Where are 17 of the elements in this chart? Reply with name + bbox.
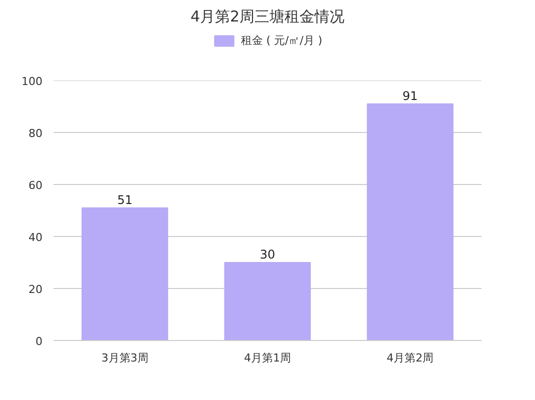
bar (224, 262, 311, 340)
data-label: 51 (117, 192, 132, 207)
x-tick-label: 4月第2周 (386, 352, 434, 364)
x-tick-label: 4月第1周 (244, 352, 291, 364)
y-tick-label: 60 (28, 179, 43, 192)
bar (366, 103, 454, 340)
y-tick-label: 40 (28, 231, 43, 244)
data-label: 91 (402, 88, 418, 103)
y-tick-label: 100 (22, 75, 43, 88)
bar (82, 207, 168, 340)
legend-label: 租金 ( 元/㎡/月 ) (240, 33, 322, 48)
x-tick-label: 3月第3周 (101, 352, 148, 364)
data-label: 30 (260, 248, 276, 262)
y-tick-label: 20 (28, 283, 43, 296)
chart-title: 4月第2周三塘租金情况 (190, 8, 345, 26)
y-tick-label: 0 (36, 335, 42, 348)
y-tick-label: 80 (28, 127, 43, 140)
